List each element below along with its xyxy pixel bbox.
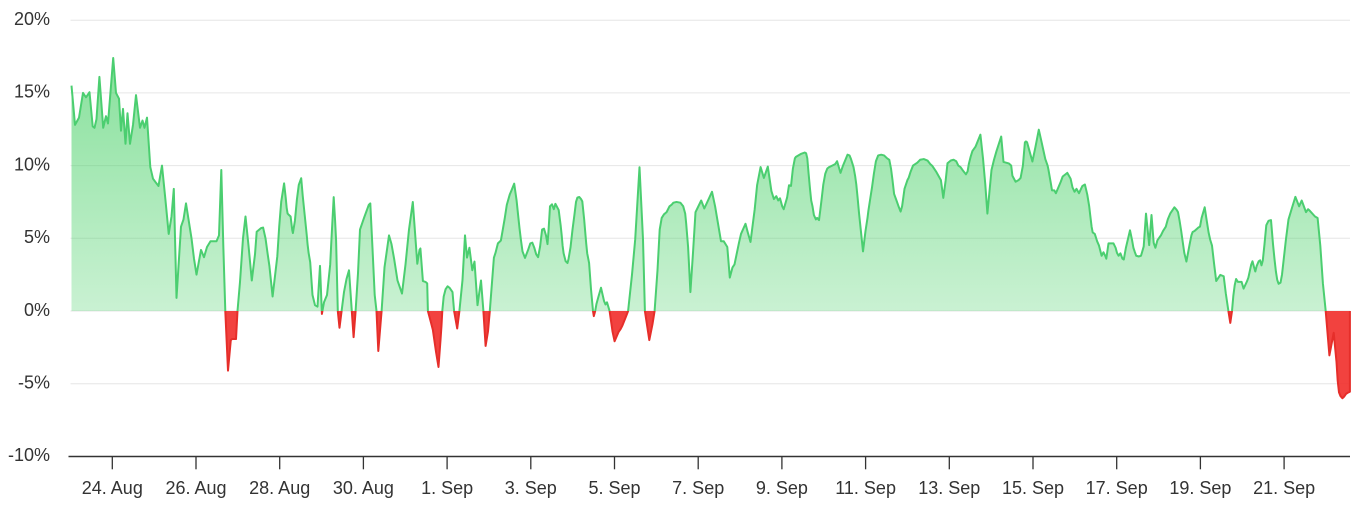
svg-text:17. Sep: 17. Sep: [1086, 478, 1148, 498]
svg-text:1. Sep: 1. Sep: [421, 478, 473, 498]
svg-text:11. Sep: 11. Sep: [835, 478, 896, 498]
svg-text:5%: 5%: [24, 227, 50, 247]
svg-text:20%: 20%: [14, 9, 50, 29]
svg-text:10%: 10%: [14, 154, 50, 174]
svg-text:30. Aug: 30. Aug: [333, 478, 394, 498]
svg-text:13. Sep: 13. Sep: [918, 478, 980, 498]
svg-text:15. Sep: 15. Sep: [1002, 478, 1064, 498]
svg-text:15%: 15%: [14, 82, 50, 102]
svg-text:9. Sep: 9. Sep: [756, 478, 808, 498]
svg-text:-5%: -5%: [18, 373, 50, 393]
svg-text:24. Aug: 24. Aug: [82, 478, 143, 498]
svg-text:21. Sep: 21. Sep: [1253, 478, 1315, 498]
svg-text:0%: 0%: [24, 300, 50, 320]
svg-text:3. Sep: 3. Sep: [505, 478, 557, 498]
svg-text:5. Sep: 5. Sep: [588, 478, 640, 498]
svg-text:19. Sep: 19. Sep: [1169, 478, 1231, 498]
svg-text:-10%: -10%: [8, 445, 50, 465]
svg-text:26. Aug: 26. Aug: [165, 478, 226, 498]
svg-text:28. Aug: 28. Aug: [249, 478, 310, 498]
svg-text:7. Sep: 7. Sep: [672, 478, 724, 498]
